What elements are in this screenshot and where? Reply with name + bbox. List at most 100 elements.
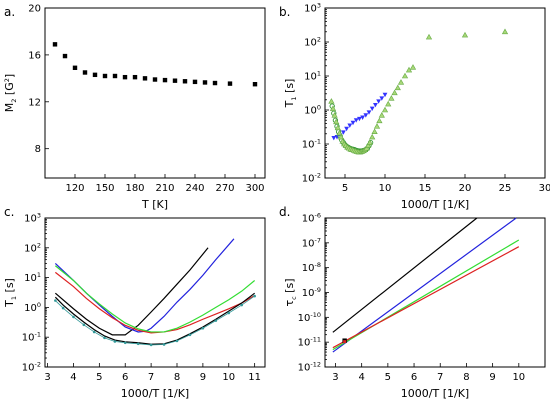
panel-label-c: c. — [4, 205, 14, 219]
data-point — [350, 120, 356, 126]
y-tick-label: 10-8 — [302, 261, 321, 274]
x-tick-label: 10 — [512, 372, 525, 383]
y-tick-label: 12 — [28, 97, 41, 108]
x-axis-title: 1000/T [1/K] — [121, 387, 189, 400]
panel-d-chart: 3 4 5 6 7 8 9 10 10-12 10-11 10-10 10-9 10-8 10-7 10-6… — [283, 212, 546, 400]
data-point — [373, 123, 381, 129]
x-axis-title: T [K] — [141, 198, 168, 211]
x-tick-label: 210 — [155, 183, 174, 194]
data-point — [379, 96, 385, 101]
x-tick-label: 150 — [95, 183, 114, 194]
data-point — [344, 126, 349, 132]
data-point — [353, 118, 359, 123]
data-point — [112, 73, 118, 79]
panel-b-chart: 5 10 15 20 25 30 10-2 10-1 100 101 102 103 1000/T [1… — [283, 2, 550, 212]
data-point — [369, 106, 375, 111]
x-tick-label: 20 — [459, 183, 472, 194]
series-line — [332, 246, 520, 349]
y-tick-label: 8 — [35, 144, 41, 155]
x-tick-label: 180 — [125, 183, 144, 194]
data-point — [152, 77, 158, 82]
data-point — [82, 70, 88, 75]
y-tick-label: 10-1 — [302, 138, 321, 151]
data-point — [72, 65, 78, 70]
y-tick-label: 102 — [304, 36, 321, 49]
series-line — [332, 217, 478, 333]
data-point — [252, 82, 258, 87]
data-point — [501, 28, 509, 35]
x-tick-label: 10 — [222, 372, 235, 383]
plot-frame — [44, 7, 266, 179]
x-tick-label: 240 — [185, 183, 204, 194]
data-point — [365, 142, 372, 148]
x-tick-label: 4 — [70, 372, 76, 383]
data-point — [369, 133, 376, 140]
x-tick-label: 120 — [65, 183, 84, 194]
y-tick-label: 100 — [24, 301, 41, 314]
data-point — [357, 116, 362, 122]
y-tick-label: 10-6 — [302, 212, 321, 225]
x-tick-label: 10 — [379, 183, 392, 194]
data-point — [394, 84, 401, 91]
y-tick-label: 10-11 — [298, 336, 321, 349]
data-point — [162, 77, 168, 83]
data-point — [331, 136, 337, 141]
data-point — [385, 100, 392, 107]
y-axis-title: T1 [s] — [283, 79, 298, 109]
y-tick-label: 10-12 — [298, 361, 321, 374]
data-point — [376, 117, 383, 124]
x-axis-title: 1000/T [1/K] — [401, 198, 469, 211]
panel-label-b: b. — [279, 5, 290, 19]
x-tick-label: 6 — [411, 372, 417, 383]
data-point — [376, 99, 381, 104]
data-point — [192, 79, 198, 85]
y-tick-label: 10-10 — [298, 311, 321, 324]
plot-frame — [44, 217, 266, 368]
y-axis-title: M2 [G2] — [3, 74, 18, 112]
data-point — [102, 73, 108, 79]
data-point — [182, 79, 188, 84]
data-point — [142, 76, 148, 81]
data-point — [347, 123, 353, 128]
data-point — [328, 98, 335, 104]
panel-a-chart: 120 150 180 210 240 270 300 8 12 16 20 T [K] M2 [G2] — [3, 4, 266, 211]
y-tick-label: 10-9 — [302, 286, 321, 299]
x-tick-label: 8 — [174, 372, 180, 383]
data-point — [391, 89, 398, 96]
data-point — [360, 115, 365, 120]
data-point — [329, 105, 337, 111]
x-tick-label: 25 — [499, 183, 512, 194]
x-axis-title: 1000/T [1/K] — [401, 387, 469, 400]
x-tick-label: 6 — [122, 372, 128, 383]
y-tick-label: 10-2 — [22, 361, 41, 374]
data-point — [212, 80, 218, 86]
x-tick-label: 5 — [342, 183, 348, 194]
data-point — [371, 128, 378, 135]
data-point — [334, 124, 341, 131]
y-tick-label: 10-7 — [302, 236, 321, 249]
y-axis-title: T1 [s] — [3, 278, 18, 308]
data-point — [373, 103, 378, 108]
series-line — [55, 295, 255, 346]
x-tick-label: 7 — [437, 372, 443, 383]
y-tick-label: 101 — [24, 271, 41, 284]
data-point — [425, 33, 433, 40]
panel-label-d: d. — [279, 205, 290, 219]
y-tick-label: 102 — [24, 241, 41, 254]
data-point — [122, 74, 128, 80]
data-point — [409, 64, 417, 70]
data-point — [405, 66, 413, 73]
x-tick-label: 3 — [332, 372, 338, 383]
x-tick-label: 8 — [463, 372, 469, 383]
data-point — [172, 78, 178, 83]
data-point — [378, 112, 385, 118]
data-point — [337, 133, 345, 140]
data-point — [461, 31, 469, 38]
data-point — [382, 92, 388, 98]
y-tick-label: 20 — [28, 4, 41, 15]
panel-c-chart: 3 4 5 6 7 8 9 10 11 10-2 10-1 100 101 102 103 1000/T [1… — [3, 212, 266, 400]
data-point — [381, 106, 389, 113]
x-tick-label: 30 — [539, 183, 550, 194]
data-point — [336, 129, 343, 136]
